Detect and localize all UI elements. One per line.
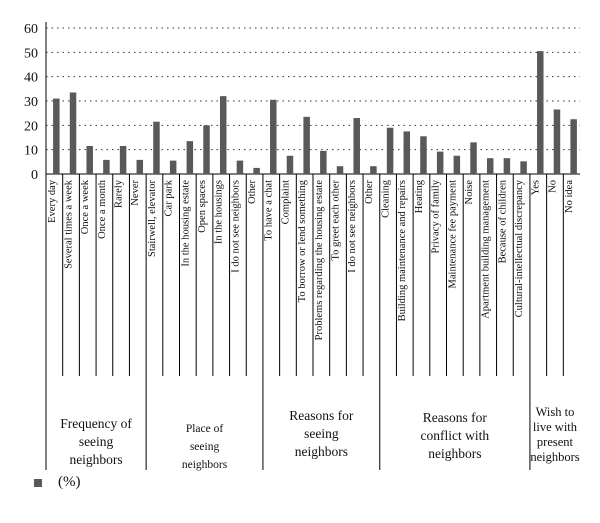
bar (103, 159, 110, 174)
group-label: Reasons for (423, 410, 488, 425)
bar (169, 160, 177, 174)
bar (236, 160, 244, 174)
bar (470, 142, 477, 174)
category-label: Yes (531, 180, 542, 195)
group-label: neighbors (69, 452, 122, 467)
group-label: present (537, 435, 574, 449)
category-label: Cleaning (381, 179, 392, 218)
category-label: In the housing estate (180, 180, 191, 267)
bar (119, 146, 127, 174)
bar (553, 109, 561, 174)
group-label: seeing (304, 426, 339, 441)
category-label: Every day (47, 179, 58, 223)
bar (486, 158, 494, 174)
group-label: live with (533, 420, 578, 434)
bar (270, 99, 277, 174)
y-tick-label: 30 (24, 95, 38, 110)
bar (219, 96, 227, 174)
category-label: Apartment building management (481, 180, 492, 319)
category-label: To greet each other (330, 180, 341, 261)
y-tick-label: 60 (24, 22, 38, 37)
bar (253, 167, 260, 174)
bar (386, 127, 394, 174)
category-label: Privacy of family (431, 179, 442, 253)
category-label: No idea (564, 180, 575, 213)
category-label: Car park (164, 179, 175, 216)
bar (153, 121, 160, 174)
group-label: Reasons for (289, 408, 354, 423)
group-label: neighbors (428, 446, 481, 461)
category-label: Open spaces (197, 180, 208, 233)
category-label: Cultural-intellectual discrepancy (514, 179, 525, 317)
category-label: I do not see neighbors (347, 180, 358, 273)
y-tick-label: 0 (31, 168, 38, 183)
bar (570, 119, 577, 174)
group-label: conflict with (421, 428, 490, 443)
bar (520, 161, 527, 174)
category-label: Rarely (114, 179, 125, 208)
group-label: neighbors (295, 444, 348, 459)
bar (303, 116, 310, 174)
group-label: neighbors (182, 459, 228, 471)
bar (453, 155, 461, 174)
category-label: Because of children (497, 179, 508, 263)
legend-swatch (34, 478, 42, 487)
category-label: In the housings (214, 180, 225, 244)
legend: (%) (34, 474, 81, 491)
category-label: I do not see neighbors (230, 180, 241, 273)
category-label: Other (247, 180, 258, 204)
group-label: seeing (79, 434, 114, 449)
bar (370, 166, 377, 174)
group-label: neighbors (530, 450, 579, 464)
category-label: Stairwell, elevator (147, 180, 158, 257)
category-label: Maintenance fee payment (447, 180, 458, 289)
group-label: Place of (186, 423, 224, 435)
category-label: Never (130, 180, 141, 206)
bar (403, 131, 411, 174)
bar (186, 141, 194, 174)
legend-label: (%) (58, 474, 81, 490)
category-label: Noise (464, 180, 475, 205)
bar (203, 125, 210, 174)
bar (86, 146, 93, 174)
category-label: Heating (414, 179, 425, 213)
bar (436, 151, 444, 174)
y-tick-label: 10 (24, 144, 38, 159)
y-tick-label: 40 (24, 71, 38, 86)
group-label: Wish to (536, 405, 575, 419)
bar (136, 159, 144, 174)
category-label: Problems regarding the housing estate (314, 180, 325, 341)
bar (320, 150, 327, 174)
bar (537, 51, 544, 174)
bar (503, 158, 511, 174)
category-label: Once a week (80, 179, 91, 234)
bar (286, 155, 294, 174)
category-label: Several times a week (63, 179, 74, 269)
category-label: Once a month (97, 179, 108, 239)
category-label: To borrow or lend something (297, 179, 308, 302)
group-label: seeing (190, 441, 220, 453)
bar (353, 118, 360, 174)
y-tick-label: 50 (24, 46, 38, 61)
group-label: Frequency of (60, 416, 132, 431)
category-label: Building maintenance and repairs (397, 180, 408, 321)
category-label: Other (364, 180, 375, 204)
bar (53, 98, 60, 174)
bar (336, 166, 344, 174)
category-label: Complaint (280, 180, 291, 224)
bar (420, 136, 427, 174)
category-label: To have a chat (264, 180, 275, 241)
y-tick-label: 20 (24, 119, 38, 134)
bar (69, 92, 77, 174)
category-label: No (547, 180, 558, 193)
